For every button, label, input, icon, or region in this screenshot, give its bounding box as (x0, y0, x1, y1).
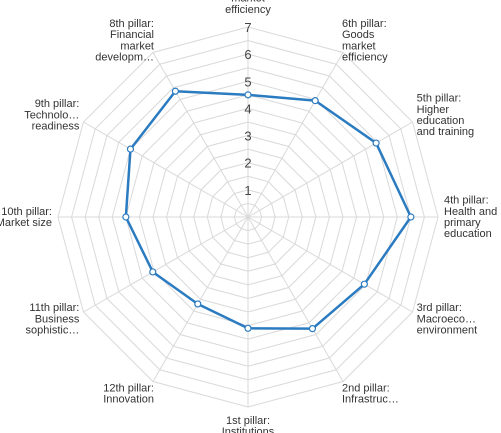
category-label-line: Institutions (222, 426, 275, 433)
category-label-line: 1st pillar: (226, 415, 270, 427)
category-label-line: 2nd pillar: (342, 382, 390, 394)
tick-label: 1 (244, 183, 251, 198)
data-point (149, 268, 157, 276)
category-label-line: and training (417, 126, 475, 138)
grid-spoke (83, 121, 249, 218)
category-label-line: 9th pillar: (35, 98, 80, 110)
category-label-line: Health and (444, 206, 497, 218)
category-label-line: Market size (0, 217, 52, 229)
grid-spoke (247, 216, 344, 382)
grid-spoke (152, 52, 249, 218)
category-label-line: market (342, 40, 376, 52)
data-point (360, 280, 368, 288)
category-label: 4th pillar: Health and primary education (444, 195, 497, 241)
category-label-line: Business (35, 313, 80, 325)
grid-spoke (247, 121, 413, 218)
category-label: 1st pillar: Institutions (222, 415, 275, 433)
tick-label: 5 (244, 74, 251, 89)
category-label-line: 4th pillar: (444, 195, 489, 207)
category-label-line: 5th pillar: (417, 93, 462, 105)
category-label-line: readiness (32, 121, 80, 133)
category-label: 5th pillar: Higher education and training (417, 93, 475, 139)
category-label-line: 12th pillar: (103, 382, 154, 394)
category-label: 8th pillar: Financial market developm… (95, 18, 154, 64)
tick-labels: 1 2 3 4 5 6 7 (244, 20, 251, 198)
data-point (126, 145, 135, 153)
tick-label: 2 (244, 156, 251, 171)
data-point (244, 91, 252, 99)
category-label-line: sophistic… (26, 325, 80, 337)
grid-spoke (247, 52, 344, 218)
data-point (244, 324, 252, 332)
category-label-line: 10th pillar: (1, 206, 52, 218)
category-label-line: market (120, 40, 154, 52)
category-label-line: market (231, 0, 265, 5)
category-label: 10th pillar: Market size (0, 206, 52, 229)
category-label-line: 11th pillar: (29, 302, 79, 314)
data-point (194, 300, 202, 308)
category-label-line: developm… (95, 52, 154, 64)
category-label: 6th pillar: Goods market efficiency (342, 18, 388, 64)
category-label: 11th pillar: Business sophistic… (26, 302, 80, 336)
category-label: 7th pillar:Labormarketefficiency (225, 0, 271, 16)
category-label-line: Infrastruc… (342, 394, 399, 406)
grid-layer (57, 26, 439, 408)
category-label-line: Macroeco… (417, 313, 476, 325)
category-label-line: education (444, 228, 492, 240)
data-point (122, 213, 130, 221)
category-label-line: education (417, 115, 465, 127)
category-label-line: Innovation (103, 394, 154, 406)
category-label-line: Goods (342, 29, 375, 41)
grid-spoke (152, 216, 249, 382)
data-point (407, 213, 415, 221)
category-label-line: Technolo… (24, 109, 79, 121)
data-point (372, 139, 380, 147)
tick-label: 3 (244, 129, 251, 144)
tick-label: 6 (244, 47, 251, 62)
category-label-line: 3rd pillar: (417, 302, 462, 314)
grid-spoke (247, 216, 413, 313)
category-label: 2nd pillar: Infrastruc… (342, 382, 399, 405)
category-label-line: Higher (417, 104, 450, 116)
category-label-line: primary (444, 217, 481, 229)
category-label: 12th pillar: Innovation (103, 382, 154, 405)
category-label: 9th pillar: Technolo… readiness (24, 98, 80, 132)
series-layer (122, 87, 415, 333)
data-point (171, 87, 179, 95)
data-point (311, 97, 319, 105)
category-label: 3rd pillar: Macroeco… environment (417, 302, 478, 336)
category-label-line: 6th pillar: (342, 18, 387, 30)
grid-spoke (83, 216, 249, 313)
data-point (308, 325, 317, 333)
category-label-line: Financial (110, 29, 154, 41)
tick-label: 7 (244, 20, 251, 35)
category-label-line: efficiency (225, 4, 271, 16)
category-label-line: efficiency (342, 52, 388, 64)
category-label-line: environment (417, 325, 478, 337)
tick-label: 4 (244, 101, 251, 116)
category-label-line: 8th pillar: (109, 18, 154, 30)
